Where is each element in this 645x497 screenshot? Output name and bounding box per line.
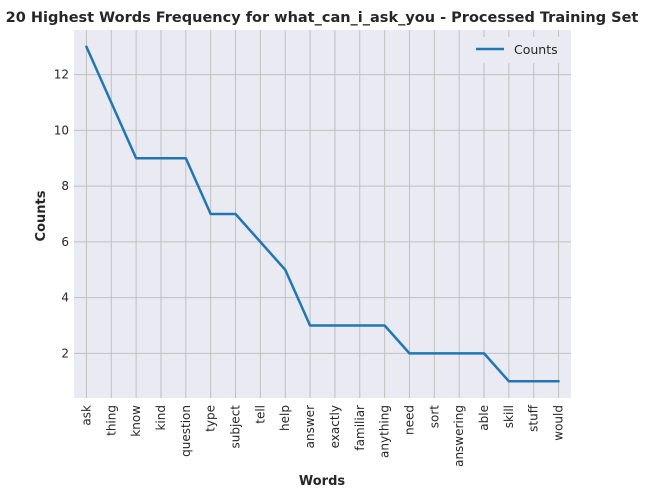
x-tick-label: able (477, 405, 491, 431)
x-tick-label: ask (79, 405, 93, 426)
chart-title: 20 Highest Words Frequency for what_can_… (6, 10, 639, 26)
x-tick-label: kind (154, 405, 168, 431)
x-tick-label: know (129, 405, 143, 437)
x-tick-label: thing (104, 405, 118, 436)
x-tick-label: anything (378, 405, 392, 458)
y-tick-label: 8 (61, 179, 69, 193)
legend: Counts (468, 37, 564, 63)
x-tick-label: question (179, 405, 193, 457)
x-tick-label: type (204, 405, 218, 432)
x-tick-label: skill (502, 405, 516, 428)
grid (74, 30, 571, 398)
x-tick-label: answer (303, 405, 317, 448)
y-ticks: 2 4 6 8 10 12 (54, 68, 69, 361)
series-line (85, 45, 560, 383)
x-axis-label: Words (299, 474, 346, 489)
series-layer (85, 45, 560, 383)
y-axis-label: Counts (34, 190, 49, 241)
x-tick-label: answering (452, 405, 466, 467)
x-tick-label: subject (229, 405, 243, 449)
y-tick-label: 10 (54, 123, 69, 137)
plot-area (74, 30, 571, 398)
x-ticks: ask thing know kind question type subject tell h… (79, 404, 565, 467)
x-tick-label: exactly (328, 405, 342, 448)
x-tick-label: sort (427, 405, 441, 429)
y-tick-label: 6 (61, 235, 69, 249)
x-tick-label: stuff (527, 404, 541, 432)
legend-label: Counts (514, 42, 558, 57)
x-tick-label: need (402, 405, 416, 435)
y-tick-label: 4 (61, 291, 69, 305)
x-tick-label: tell (253, 405, 267, 424)
x-tick-label: familiar (353, 405, 367, 451)
x-tick-label: would (552, 405, 566, 441)
y-tick-label: 2 (61, 346, 69, 360)
y-tick-label: 12 (54, 68, 69, 82)
x-tick-label: help (278, 405, 292, 431)
